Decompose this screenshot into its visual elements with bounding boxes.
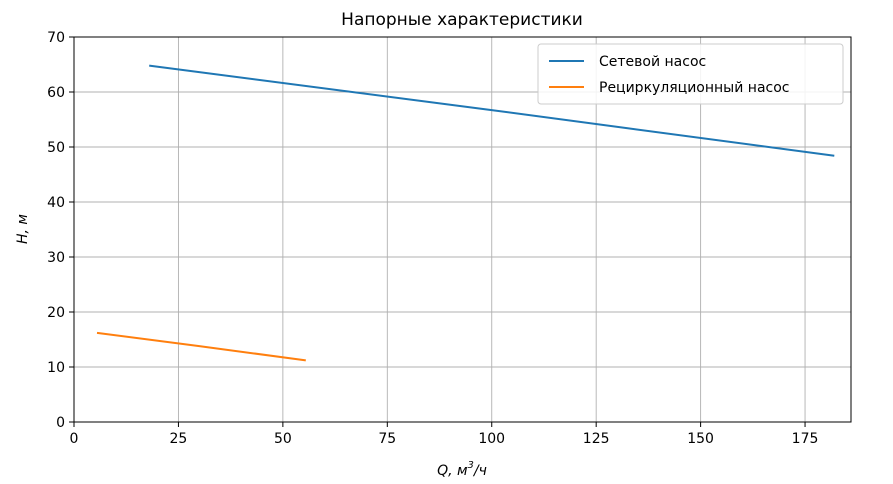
y-tick-label: 0	[56, 415, 65, 431]
x-tick-label: 25	[170, 431, 188, 447]
legend: Сетевой насос Рециркуляционный насос	[537, 43, 844, 105]
legend-label-recirculation-pump: Рециркуляционный насос	[599, 80, 789, 96]
x-axis-label: Q, м3/ч	[437, 460, 487, 479]
series-line-network-pump	[149, 64, 835, 157]
y-tick-label: 30	[47, 250, 65, 266]
y-tick-label: 20	[47, 305, 65, 321]
x-tick-label: 0	[70, 431, 79, 447]
x-axis-label-main: Q, м	[437, 463, 468, 479]
x-tick-label: 75	[378, 431, 396, 447]
y-tick-label: 60	[47, 85, 65, 101]
x-tick-label: 175	[792, 431, 819, 447]
chart-title: Напорные характеристики	[341, 10, 583, 30]
plot-area-frame	[73, 36, 852, 423]
y-tick-label: 50	[47, 140, 65, 156]
x-tick-label: 50	[274, 431, 292, 447]
y-tick-label: 70	[47, 30, 65, 46]
series-line-recirculation-pump	[96, 331, 306, 362]
x-axis-label-superscript: 3	[468, 460, 474, 471]
y-tick-label: 10	[47, 360, 65, 376]
x-axis-label-tail: /ч	[472, 463, 487, 479]
x-tick-label: 150	[687, 431, 714, 447]
legend-label-network-pump: Сетевой насос	[599, 54, 706, 70]
legend-box	[537, 43, 844, 105]
ticks: 0 25 50 75 100 125 150 175 0 10 20 30 40 50 60 70	[47, 30, 818, 447]
y-axis-label: H, м	[15, 214, 31, 244]
series-group	[96, 64, 835, 362]
x-tick-label: 125	[583, 431, 610, 447]
y-tick-label: 40	[47, 195, 65, 211]
x-tick-label: 100	[478, 431, 505, 447]
